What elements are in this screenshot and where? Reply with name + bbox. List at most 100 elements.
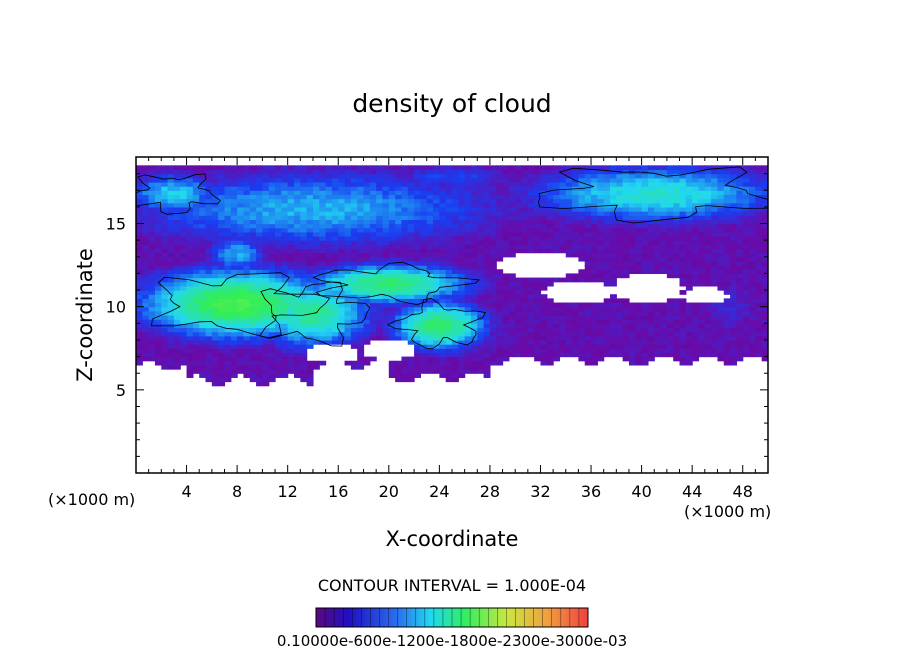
field-cell bbox=[761, 310, 768, 316]
field-cell bbox=[376, 173, 384, 179]
field-cell bbox=[565, 335, 573, 341]
field-cell bbox=[521, 323, 529, 329]
field-cell bbox=[489, 177, 497, 183]
field-cell bbox=[161, 215, 169, 220]
field-cell bbox=[357, 186, 365, 191]
field-cell bbox=[477, 181, 485, 187]
field-cell bbox=[331, 335, 339, 341]
field-cell bbox=[597, 252, 605, 258]
field-cell bbox=[635, 256, 643, 262]
field-cell bbox=[306, 256, 314, 262]
field-cell bbox=[534, 319, 542, 324]
field-cell bbox=[742, 219, 750, 225]
field-cell bbox=[211, 348, 219, 354]
field-cell bbox=[142, 236, 150, 241]
field-cell bbox=[742, 252, 750, 258]
field-cell bbox=[610, 327, 617, 333]
field-cell bbox=[641, 248, 649, 254]
field-cell bbox=[458, 215, 466, 220]
field-cell bbox=[489, 169, 497, 175]
field-cell bbox=[331, 244, 339, 250]
field-cell bbox=[489, 223, 497, 229]
field-cell bbox=[742, 306, 750, 312]
field-cell bbox=[673, 219, 681, 225]
field-cell bbox=[142, 335, 150, 341]
field-cell bbox=[154, 319, 162, 324]
field-cell bbox=[439, 277, 447, 283]
field-cell bbox=[502, 306, 510, 312]
field-cell bbox=[521, 298, 529, 304]
field-cell bbox=[597, 335, 605, 341]
field-cell bbox=[723, 227, 731, 233]
field-cell bbox=[338, 252, 346, 258]
field-cell bbox=[761, 248, 768, 254]
field-cell bbox=[477, 236, 485, 241]
field-cell bbox=[312, 260, 320, 266]
field-cell bbox=[325, 331, 333, 337]
field-cell bbox=[148, 252, 156, 258]
field-cell bbox=[281, 281, 289, 287]
field-cell bbox=[717, 352, 725, 358]
field-cell bbox=[565, 236, 573, 241]
field-cell bbox=[268, 252, 276, 258]
field-cell bbox=[294, 223, 301, 229]
field-cell bbox=[256, 306, 263, 312]
field-cell bbox=[357, 290, 365, 295]
field-cell bbox=[167, 352, 175, 358]
field-cell bbox=[395, 252, 403, 258]
field-cell bbox=[154, 327, 162, 333]
field-cell bbox=[679, 177, 687, 183]
field-cell bbox=[319, 215, 327, 220]
field-cell bbox=[464, 211, 472, 216]
field-cell bbox=[736, 236, 744, 241]
field-cell bbox=[287, 348, 295, 354]
field-cell bbox=[654, 348, 662, 354]
field-cell bbox=[350, 277, 358, 283]
field-cell bbox=[186, 285, 194, 291]
field-cell bbox=[287, 260, 295, 266]
field-cell bbox=[136, 315, 143, 320]
field-cell bbox=[382, 186, 390, 191]
field-cell bbox=[205, 339, 213, 345]
field-cell bbox=[515, 323, 523, 329]
field-cell bbox=[142, 323, 150, 329]
field-cell bbox=[268, 302, 276, 308]
field-cell bbox=[407, 281, 415, 287]
field-cell bbox=[647, 194, 655, 200]
field-cell bbox=[344, 294, 352, 299]
field-cell bbox=[622, 244, 630, 250]
field-cell bbox=[610, 306, 617, 312]
field-cell bbox=[445, 290, 453, 295]
field-cell bbox=[350, 281, 358, 287]
field-cell bbox=[553, 244, 561, 250]
field-cell bbox=[281, 227, 289, 233]
field-cell bbox=[344, 215, 352, 220]
field-cell bbox=[742, 211, 750, 216]
field-cell bbox=[559, 173, 567, 179]
field-cell bbox=[458, 256, 466, 262]
field-cell bbox=[673, 344, 681, 349]
field-cell bbox=[243, 277, 251, 283]
field-cell bbox=[363, 294, 371, 299]
field-cell bbox=[395, 256, 403, 262]
field-cell bbox=[584, 273, 592, 279]
field-cell bbox=[420, 319, 428, 324]
field-cell bbox=[262, 344, 270, 349]
field-cell bbox=[464, 260, 472, 266]
field-cell bbox=[369, 236, 377, 241]
field-cell bbox=[534, 231, 542, 237]
field-cell bbox=[660, 231, 668, 237]
field-cell bbox=[433, 198, 440, 204]
field-cell bbox=[591, 236, 598, 241]
field-cell bbox=[312, 206, 320, 212]
field-cell bbox=[376, 223, 384, 229]
field-cell bbox=[300, 269, 308, 275]
field-cell bbox=[559, 323, 567, 329]
field-cell bbox=[698, 173, 706, 179]
field-cell bbox=[458, 223, 466, 229]
field-cell bbox=[458, 339, 466, 345]
field-cell bbox=[723, 352, 731, 358]
field-cell bbox=[616, 248, 624, 254]
field-cell bbox=[136, 290, 143, 295]
field-cell bbox=[136, 244, 143, 250]
